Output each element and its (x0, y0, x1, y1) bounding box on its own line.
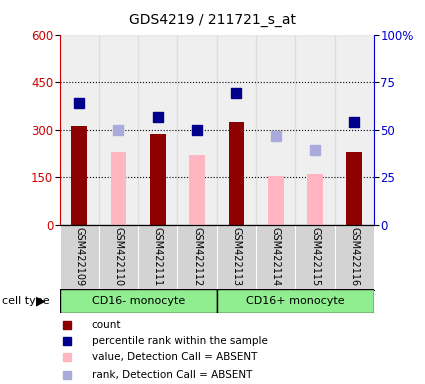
Bar (60, 35, 99, 225)
Bar (110, 152, 126, 225)
Text: percentile rank within the sample: percentile rank within the sample (92, 336, 267, 346)
Text: cell type: cell type (2, 296, 50, 306)
Bar (256, 225, 295, 290)
Bar (60, 289, 217, 313)
Bar (295, 225, 335, 290)
Text: GSM422109: GSM422109 (74, 227, 84, 286)
Text: GSM422111: GSM422111 (153, 227, 163, 286)
Text: count: count (92, 320, 121, 330)
Bar (150, 134, 166, 225)
Bar (217, 289, 374, 313)
Bar (268, 175, 283, 225)
Bar (60, 225, 99, 290)
Bar (71, 126, 87, 225)
Text: value, Detection Call = ABSENT: value, Detection Call = ABSENT (92, 352, 257, 362)
Bar (295, 35, 335, 225)
Text: GSM422112: GSM422112 (192, 227, 202, 286)
Bar (99, 35, 138, 225)
Bar (346, 152, 362, 225)
Bar (138, 35, 178, 225)
Text: GDS4219 / 211721_s_at: GDS4219 / 211721_s_at (129, 13, 296, 27)
Text: GSM422114: GSM422114 (271, 227, 281, 286)
Bar (334, 35, 374, 225)
Text: CD16- monocyte: CD16- monocyte (91, 296, 185, 306)
Bar (256, 35, 295, 225)
Text: GSM422113: GSM422113 (231, 227, 241, 286)
Bar (335, 225, 374, 290)
Text: GSM422110: GSM422110 (113, 227, 124, 286)
Bar (217, 225, 256, 290)
Bar (178, 35, 217, 225)
Bar (217, 35, 256, 225)
Bar (229, 122, 244, 225)
Bar (178, 225, 217, 290)
Text: GSM422115: GSM422115 (310, 227, 320, 286)
Bar (99, 225, 138, 290)
Text: GSM422116: GSM422116 (349, 227, 360, 286)
Text: CD16+ monocyte: CD16+ monocyte (246, 296, 345, 306)
Bar (138, 225, 178, 290)
Text: ▶: ▶ (36, 295, 45, 308)
Text: rank, Detection Call = ABSENT: rank, Detection Call = ABSENT (92, 370, 252, 380)
Bar (307, 174, 323, 225)
Bar (189, 155, 205, 225)
